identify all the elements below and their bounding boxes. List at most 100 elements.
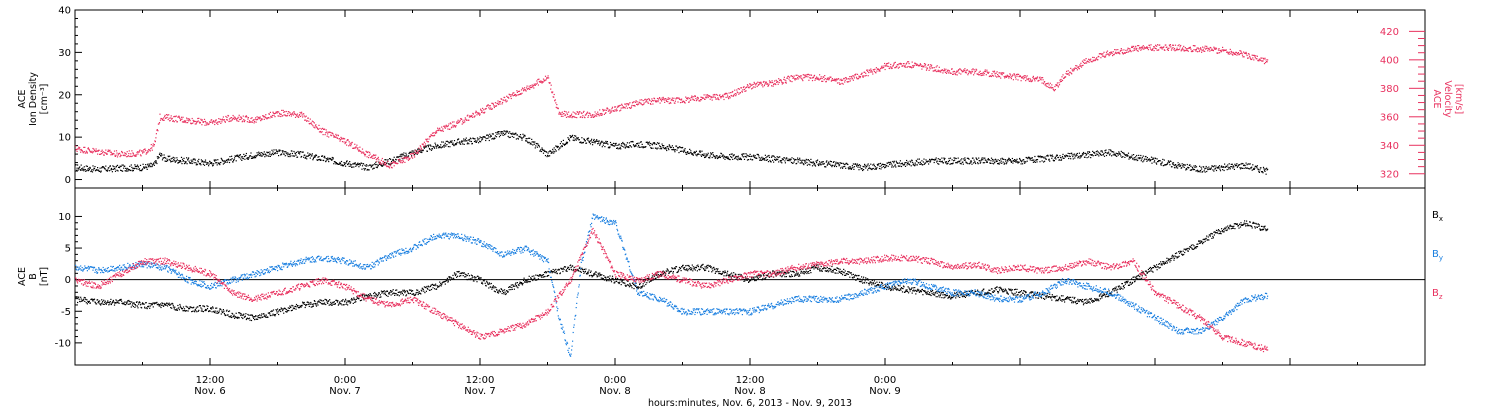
data-point — [780, 80, 782, 82]
data-point — [193, 162, 195, 164]
data-point — [1204, 171, 1206, 173]
data-point — [666, 98, 668, 100]
data-point — [907, 61, 909, 63]
data-point — [956, 70, 958, 72]
data-point — [94, 301, 96, 303]
data-point — [753, 154, 755, 156]
data-point — [529, 88, 531, 90]
data-point — [597, 143, 599, 145]
data-point — [1016, 158, 1018, 160]
data-point — [273, 114, 275, 116]
data-point — [1174, 165, 1176, 167]
data-point — [811, 80, 814, 82]
data-point — [921, 160, 923, 162]
data-point — [1014, 159, 1017, 161]
data-point — [906, 62, 908, 64]
data-point — [614, 109, 616, 111]
data-point — [552, 91, 554, 93]
data-point — [1161, 48, 1163, 50]
data-point — [958, 69, 960, 71]
data-point — [1197, 47, 1199, 49]
data-point — [78, 146, 80, 148]
data-point — [1189, 164, 1191, 166]
data-point — [750, 84, 752, 87]
data-point — [658, 142, 660, 144]
data-point — [1228, 163, 1230, 165]
data-point — [898, 63, 900, 65]
data-point — [890, 163, 892, 165]
data-point — [864, 163, 866, 165]
data-point — [753, 81, 755, 83]
data-point — [136, 152, 138, 154]
data-point — [376, 167, 378, 169]
data-point — [250, 117, 252, 120]
data-point — [1089, 154, 1091, 156]
data-point — [692, 99, 694, 101]
data-point — [973, 159, 975, 161]
data-point — [190, 162, 192, 164]
data-point — [278, 111, 280, 113]
data-point — [1212, 169, 1214, 171]
data-point — [412, 150, 414, 152]
data-point — [694, 151, 696, 153]
data-point — [410, 151, 412, 153]
data-point — [936, 160, 938, 162]
data-point — [830, 80, 832, 82]
data-point — [1153, 46, 1155, 48]
data-point — [912, 66, 914, 68]
data-point — [790, 158, 792, 161]
data-point — [219, 118, 221, 120]
data-point — [253, 155, 255, 157]
data-point — [569, 135, 571, 137]
data-point — [1138, 45, 1140, 47]
data-point — [656, 97, 659, 100]
data-point — [311, 153, 313, 155]
data-point — [872, 167, 874, 170]
data-point — [695, 100, 697, 102]
data-point — [1056, 154, 1058, 157]
data-point — [456, 143, 458, 145]
data-point — [326, 131, 328, 133]
data-point — [774, 157, 776, 159]
data-point — [1266, 167, 1268, 169]
data-point — [1195, 170, 1197, 172]
data-point — [733, 93, 735, 96]
data-point — [514, 93, 516, 96]
data-point — [489, 108, 491, 110]
data-point — [405, 157, 408, 159]
data-point — [205, 124, 208, 126]
data-point — [695, 154, 697, 156]
data-point — [708, 95, 710, 97]
data-point — [379, 163, 381, 165]
data-point — [727, 95, 729, 97]
data-point — [1011, 75, 1013, 78]
data-point — [952, 162, 954, 164]
data-point — [411, 153, 413, 155]
data-point — [807, 159, 809, 161]
data-point — [360, 162, 363, 164]
data-point — [783, 78, 785, 80]
data-point — [1137, 45, 1139, 47]
data-point — [1024, 75, 1026, 77]
data-point — [864, 71, 866, 73]
data-point — [890, 66, 892, 68]
data-point — [977, 73, 979, 75]
data-point — [687, 151, 689, 153]
data-point — [206, 122, 209, 124]
data-point — [340, 164, 342, 166]
data-point — [1225, 166, 1227, 168]
data-point — [114, 302, 116, 304]
data-point — [1225, 49, 1227, 51]
data-point — [867, 163, 869, 165]
data-point — [805, 158, 807, 160]
data-point — [111, 301, 113, 303]
data-point — [821, 161, 823, 163]
data-point — [141, 150, 143, 152]
data-point — [317, 156, 319, 158]
data-point — [1090, 157, 1092, 159]
data-point — [616, 147, 618, 149]
data-point — [228, 161, 231, 164]
data-point — [991, 162, 993, 164]
data-point — [1041, 77, 1043, 79]
data-point — [1119, 153, 1121, 155]
